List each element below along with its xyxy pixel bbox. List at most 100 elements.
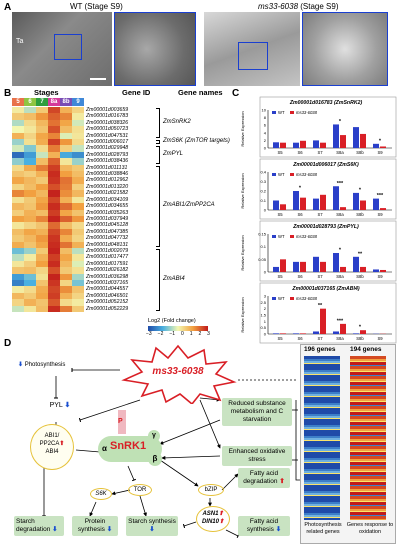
heatmap-cell bbox=[12, 286, 24, 294]
bar-wt bbox=[273, 333, 279, 334]
bar-mut bbox=[300, 261, 306, 272]
bar-mut bbox=[360, 133, 366, 148]
heatmap-cell bbox=[48, 139, 60, 146]
em-image-mut-overview bbox=[204, 12, 300, 86]
heatmap-cell bbox=[72, 164, 84, 172]
heatmap-cell bbox=[24, 286, 36, 294]
heatmap-cell bbox=[48, 107, 60, 114]
pyl-text: PYL bbox=[49, 402, 63, 409]
heatmap-cell bbox=[48, 222, 60, 230]
gene-id: Zm00001d034655 bbox=[86, 203, 129, 210]
geneid-header: Gene ID bbox=[122, 88, 151, 97]
heatmap-cell bbox=[48, 299, 60, 306]
x-tick-label: S8a bbox=[336, 212, 344, 217]
gene-id: Zm00001d017591 bbox=[86, 260, 129, 267]
gene-id: Zm00001d037165 bbox=[86, 279, 129, 286]
y-tick-label: 2 bbox=[264, 306, 267, 311]
mutant-center-label: ms33-6038 bbox=[152, 366, 204, 377]
heatmap-cell bbox=[36, 209, 48, 217]
heatmap-cell bbox=[24, 254, 36, 262]
bar-mut bbox=[320, 261, 326, 272]
heatmap-cell bbox=[24, 222, 36, 230]
heatmap-cell bbox=[48, 292, 60, 300]
bzip-node: bZIP bbox=[198, 484, 224, 496]
colorbar-tick: −2 bbox=[157, 331, 164, 337]
heatmap-cell bbox=[12, 107, 24, 114]
group-bracket bbox=[156, 108, 160, 139]
gene-id: Zm00001d045128 bbox=[86, 222, 129, 229]
heatmap-cell bbox=[12, 126, 24, 133]
heatmap-cell bbox=[12, 119, 24, 127]
x-tick-label: S6 bbox=[297, 336, 303, 341]
gene-id: Zm00001d038846 bbox=[86, 171, 129, 178]
zoom-frame-wt bbox=[114, 12, 196, 86]
y-tick-label: 0.15 bbox=[258, 232, 267, 237]
gene-id: Zm00001d017477 bbox=[86, 254, 129, 261]
heat-196-title: 196 genes bbox=[304, 346, 336, 353]
stage-color-bar: 5 6 7 8a 8b 9 bbox=[12, 98, 84, 106]
down-arrow-icon: ⬇ bbox=[149, 526, 155, 533]
target-genes: ASN1⬆ DIN10⬆ bbox=[198, 510, 228, 526]
heatmap-cell bbox=[36, 145, 48, 153]
gene-id: Zm00001d011131 bbox=[86, 164, 128, 171]
x-tick-label: S8b bbox=[356, 212, 364, 217]
heatmap-cell bbox=[72, 132, 84, 140]
gene-group-list: ZmSnRK2 ZmS6K (ZmTOR targets) ZmPYL ZmABI1/… bbox=[156, 107, 230, 312]
stage-6: 6 bbox=[24, 98, 36, 106]
heatmap-cell bbox=[60, 119, 72, 127]
snrk1-label: SnRK1 bbox=[110, 440, 147, 452]
x-tick-label: S9 bbox=[377, 150, 383, 155]
x-tick-label: S8a bbox=[336, 274, 344, 279]
heatmap-cell bbox=[72, 113, 84, 121]
heatmap-cell bbox=[12, 177, 24, 185]
up-arrow-icon: ⬆ bbox=[279, 478, 285, 485]
photosynthesis-node: ⬇ Photosynthesis bbox=[18, 362, 72, 369]
bar-mut bbox=[380, 208, 386, 210]
bar-wt bbox=[373, 198, 379, 210]
colorbar-ticks: −3 −2 −1 0 1 2 3 bbox=[146, 331, 210, 337]
bar-wt bbox=[353, 192, 359, 210]
y-tick-label: 8 bbox=[264, 115, 267, 120]
bar-mut bbox=[380, 146, 386, 148]
phospho-site bbox=[118, 410, 126, 434]
heatmap-cell bbox=[72, 260, 84, 268]
heatmap-cell bbox=[12, 158, 24, 165]
heatmap-cell bbox=[72, 183, 84, 191]
colorbar-tick: −1 bbox=[169, 331, 176, 337]
heatmap-cell bbox=[72, 215, 84, 223]
phospho-label: P bbox=[118, 418, 123, 425]
bar-wt bbox=[293, 142, 299, 148]
qpcr-charts: Zm00001d016783 (ZmSnRK2)0246810Relative … bbox=[240, 96, 397, 344]
legend-wt-swatch bbox=[272, 235, 276, 238]
gene-group-name: ZmSnRK2 bbox=[163, 119, 191, 126]
oxidative-stress-box: Enhanced oxidative stress bbox=[222, 446, 292, 466]
significance-mark: * bbox=[359, 325, 362, 331]
heatmap-cell bbox=[72, 177, 84, 185]
heatmap-cell bbox=[36, 113, 48, 121]
panel-b-label: B bbox=[4, 88, 12, 99]
heatmap-cell bbox=[48, 267, 60, 274]
bar-wt bbox=[373, 143, 379, 148]
heatmap-cell bbox=[60, 196, 72, 204]
heatmap-cell bbox=[24, 299, 36, 306]
heatmap-cell bbox=[60, 113, 72, 121]
heatmap-cell bbox=[48, 241, 60, 249]
bar-wt bbox=[373, 269, 379, 272]
legend-mut-label: ms33-6038 bbox=[296, 296, 318, 301]
gene-id: Zm00001d021582 bbox=[86, 190, 129, 197]
heatmap-cell bbox=[72, 151, 84, 159]
legend-mut-label: ms33-6038 bbox=[296, 234, 318, 239]
chart-title: Zm00001d016783 (ZmSnRK2) bbox=[289, 100, 363, 106]
y-axis-label: Relative Expression bbox=[240, 235, 245, 270]
heatmap-cell bbox=[36, 260, 48, 268]
heatmap-cell bbox=[24, 177, 36, 185]
gene-group-name: ZmPYL bbox=[163, 151, 184, 158]
heatmap-cell bbox=[60, 279, 72, 287]
y-axis-label: Relative Expression bbox=[240, 111, 245, 146]
heatmap-cell bbox=[72, 267, 84, 274]
bar-wt bbox=[333, 253, 339, 272]
group-bracket bbox=[156, 140, 160, 145]
x-tick-label: S5 bbox=[277, 274, 283, 279]
heatmap-cell bbox=[72, 190, 84, 197]
y-axis-label: Relative Expression bbox=[240, 173, 245, 208]
